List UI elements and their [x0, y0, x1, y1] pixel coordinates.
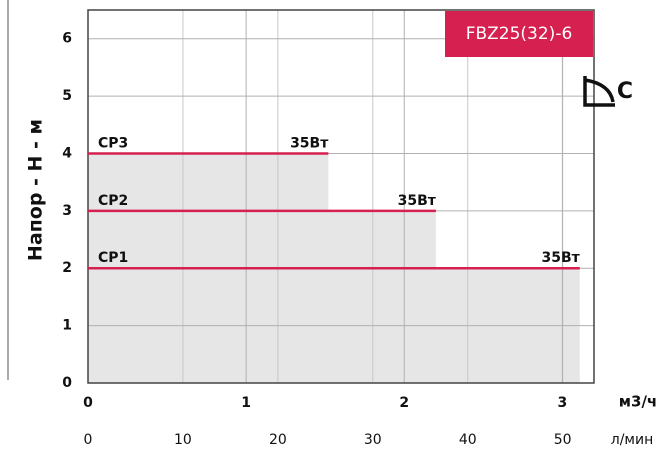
x2-axis-label: л/мин [611, 432, 653, 448]
y-tick-label: 2 [62, 260, 72, 276]
x2-tick-label: 40 [459, 432, 477, 448]
chart-title: FBZ25(32)-6 [466, 24, 573, 44]
x-tick-label: 0 [83, 395, 93, 411]
power-label: 35Вт [541, 250, 580, 266]
title-box [445, 11, 593, 57]
plot-frame [87, 9, 595, 384]
y-tick-label: 6 [62, 31, 72, 47]
x-axis-label: м3/ч [619, 393, 657, 411]
x2-tick-label: 10 [174, 432, 192, 448]
mode-icon [583, 76, 615, 107]
x2-tick-label: 20 [269, 432, 287, 448]
x2-tick-label: 30 [364, 432, 382, 448]
series-label: CP2 [98, 193, 128, 209]
series-label: CP3 [98, 135, 128, 151]
y-tick-label: 3 [62, 203, 72, 219]
power-label: 35Вт [290, 135, 329, 151]
power-label: 35Вт [398, 193, 437, 209]
y-tick-label: 5 [62, 88, 72, 104]
x-tick-label: 3 [558, 395, 568, 411]
x2-tick-label: 0 [84, 432, 93, 448]
mode-icon-label: C [617, 79, 633, 104]
y-tick-label: 4 [62, 145, 72, 161]
x2-tick-label: 50 [554, 432, 572, 448]
y-tick-label: 1 [62, 318, 72, 334]
x-tick-label: 2 [399, 395, 409, 411]
series-label: CP1 [98, 250, 128, 266]
y-axis-label: Напор - Н - м [25, 119, 47, 261]
x-tick-label: 1 [241, 395, 251, 411]
y-tick-label: 0 [62, 375, 72, 391]
